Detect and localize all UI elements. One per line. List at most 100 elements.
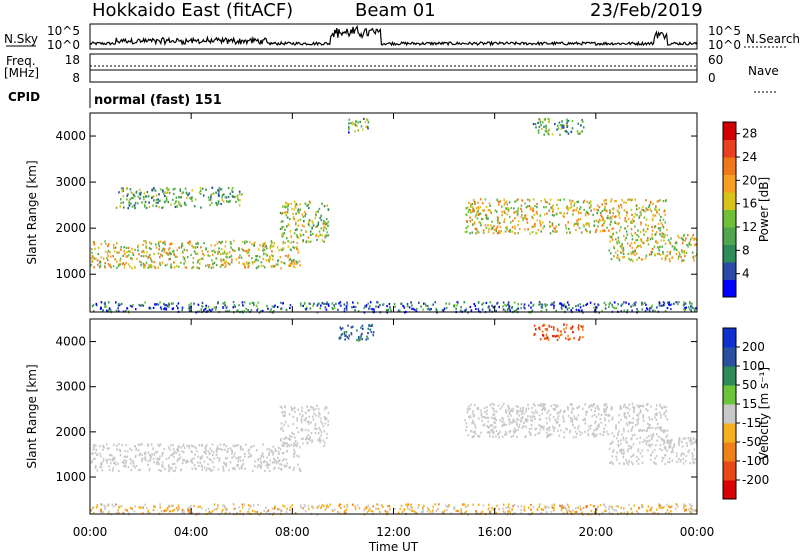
data-cell [152,195,155,198]
data-cell [209,468,211,471]
data-cell [271,507,274,510]
data-cell [518,414,520,417]
data-cell [585,504,587,507]
data-cell [239,510,241,513]
data-cell [105,242,107,245]
data-cell [117,264,120,267]
data-cell [223,262,226,265]
data-cell [495,419,498,422]
colorbar-tick-label: 4 [742,267,750,281]
data-cell [222,306,224,309]
data-cell [542,121,544,124]
data-cell [356,329,358,332]
data-cell [163,250,165,253]
data-cell [555,404,557,407]
data-cell [581,431,583,434]
data-cell [236,194,239,197]
data-cell [188,307,190,310]
data-cell [114,246,117,249]
data-cell [492,430,495,433]
data-cell [347,324,349,327]
data-cell [578,212,580,215]
data-cell [425,304,427,307]
data-cell [543,118,546,121]
data-cell [618,421,620,424]
data-cell [477,435,480,438]
data-cell [173,455,175,458]
data-cell [525,410,527,413]
data-cell [511,508,514,511]
data-cell [127,254,130,257]
data-cell [678,442,680,445]
data-cell [131,305,133,308]
data-cell [238,304,240,307]
data-cell [654,457,656,460]
data-cell [280,301,282,304]
data-cell [472,223,474,226]
data-cell [649,509,651,512]
data-cell [582,223,585,227]
data-cell [647,208,649,211]
data-cell [453,507,456,510]
data-cell [622,448,625,451]
data-cell [249,302,251,305]
data-cell [284,211,286,214]
data-cell [178,453,181,456]
data-cell [480,218,483,221]
data-cell [223,461,225,464]
data-cell [549,413,552,416]
data-cell [413,308,416,311]
data-cell [309,240,312,243]
data-cell [568,338,570,341]
data-cell [207,305,210,308]
data-cell [489,510,492,513]
data-cell [177,200,180,204]
data-cell [499,419,501,422]
data-cell [298,212,300,215]
data-cell [611,305,614,308]
data-cell [266,464,268,467]
data-cell [596,306,598,309]
data-cell [236,511,238,515]
data-cell [546,428,548,431]
data-cell [664,462,666,466]
data-cell [296,262,298,265]
data-cell [673,302,675,305]
data-cell [445,302,447,305]
data-cell [207,463,209,466]
data-cell [137,443,140,446]
data-cell [186,444,189,447]
data-cell [287,245,290,248]
data-cell [548,202,551,205]
data-cell [581,119,583,122]
data-cell [687,306,690,309]
data-cell [432,303,434,306]
data-cell [196,246,199,249]
data-cell [647,402,649,406]
data-cell [664,221,666,224]
data-cell [651,506,653,509]
data-cell [564,306,567,309]
data-cell [546,411,549,414]
data-cell [174,255,177,258]
data-cell [238,256,240,259]
data-cell [599,219,602,222]
data-cell [226,456,228,459]
data-cell [300,418,303,421]
data-cell [321,504,323,507]
data-cell [548,209,551,212]
data-cell [158,206,160,209]
data-cell [511,421,513,424]
data-cell [146,191,149,194]
data-cell [183,258,186,261]
data-cell [378,510,381,513]
data-cell [422,510,424,513]
data-cell [664,448,667,451]
data-cell [354,309,356,312]
data-cell [609,240,611,243]
data-cell [640,223,642,226]
data-cell [178,196,180,199]
data-cell [676,301,678,304]
data-cell [137,202,139,205]
data-cell [280,212,283,215]
